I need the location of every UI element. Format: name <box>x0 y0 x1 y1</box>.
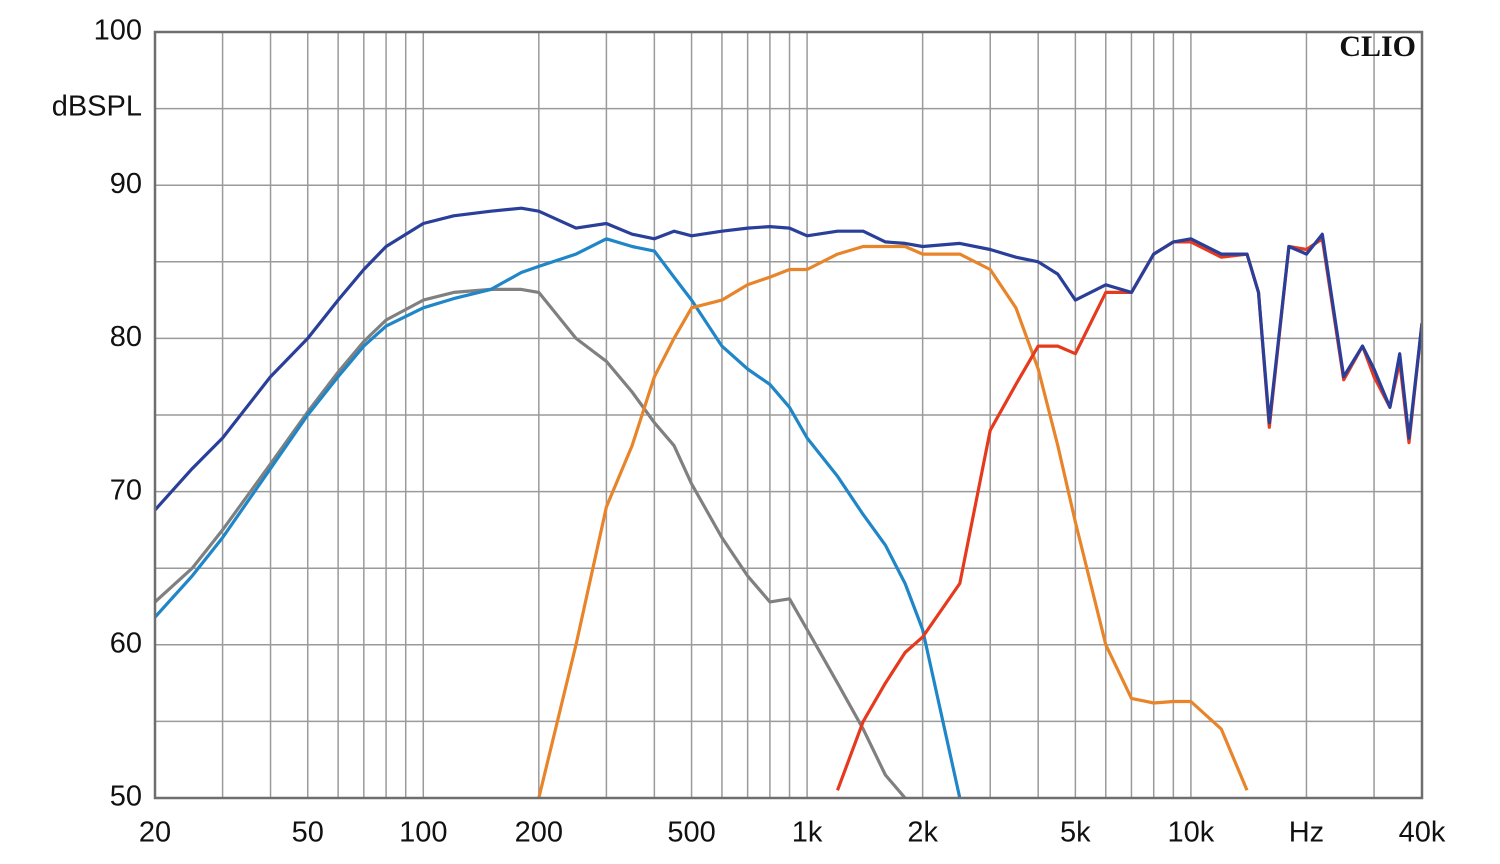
x-tick-label: 2k <box>907 817 938 849</box>
y-tick-label: 100 <box>94 15 142 47</box>
x-tick-label: Hz <box>1289 817 1324 849</box>
y-tick-label: 50 <box>110 781 142 813</box>
watermark: CLIO <box>1339 30 1416 63</box>
y-tick-label: 80 <box>110 321 142 353</box>
lines <box>155 206 1422 798</box>
x-tick-label: 40k <box>1399 817 1446 849</box>
labels: 50 60 70 80 90 100 20 50 100 200 500 1k 2k 5k 10k Hz 40k <box>94 15 1446 849</box>
plot-border <box>153 30 1424 800</box>
y-tick-label: 90 <box>110 168 142 200</box>
series-line <box>155 287 907 798</box>
x-tick-label: 20 <box>139 817 171 849</box>
y-tick-label: 60 <box>110 627 142 659</box>
x-tick-label: 10k <box>1168 817 1215 849</box>
x-tick-label: 5k <box>1060 817 1091 849</box>
y-tick-label: 70 <box>110 474 142 506</box>
series-line <box>537 244 1249 798</box>
x-tick-label: 500 <box>667 817 715 849</box>
x-tick-label: 50 <box>292 817 324 849</box>
x-tick-label: 1k <box>792 817 823 849</box>
series-line <box>155 237 962 798</box>
y-axis-label: dBSPL <box>52 91 142 123</box>
x-tick-label: 100 <box>399 817 447 849</box>
series-line <box>155 206 1422 512</box>
x-tick-label: 200 <box>515 817 563 849</box>
